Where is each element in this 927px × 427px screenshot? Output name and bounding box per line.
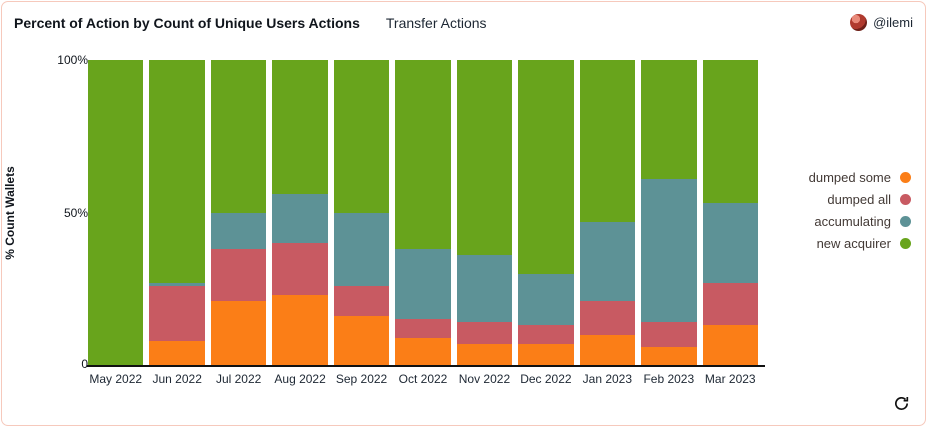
- legend-swatch: [900, 238, 911, 249]
- bar-segment-accumulating[interactable]: [149, 282, 205, 286]
- legend-swatch: [900, 194, 911, 205]
- bar-segment-dumped-all[interactable]: [518, 325, 574, 344]
- refresh-icon: [893, 395, 910, 415]
- bar-may-2022[interactable]: [88, 60, 144, 365]
- legend-item-dumped-some[interactable]: dumped some: [809, 170, 911, 185]
- bar-segment-dumped-some[interactable]: [456, 343, 513, 365]
- legend-label: dumped some: [808, 170, 891, 185]
- legend-swatch: [900, 216, 911, 227]
- bar-segment-new-acquirer[interactable]: [579, 60, 636, 222]
- bar-segment-new-acquirer[interactable]: [88, 60, 144, 365]
- y-tick-100: 100%: [57, 53, 88, 67]
- bar-segment-new-acquirer[interactable]: [518, 60, 574, 274]
- refresh-button[interactable]: [891, 395, 911, 415]
- x-tick-label: May 2022: [89, 372, 143, 386]
- chart-header: Percent of Action by Count of Unique Use…: [14, 14, 913, 31]
- bar-segment-dumped-some[interactable]: [641, 346, 697, 365]
- x-axis-line: [87, 365, 765, 367]
- bar-segment-dumped-all[interactable]: [456, 322, 513, 344]
- author-handle[interactable]: @ilemi: [873, 15, 913, 30]
- bars-area: [88, 60, 758, 365]
- bar-segment-accumulating[interactable]: [641, 178, 697, 323]
- bar-dec-2022[interactable]: [518, 60, 574, 365]
- bar-jun-2022[interactable]: [149, 60, 205, 365]
- bar-segment-accumulating[interactable]: [456, 255, 513, 323]
- avatar[interactable]: [850, 14, 868, 31]
- bar-segment-new-acquirer[interactable]: [641, 60, 697, 179]
- bar-segment-accumulating[interactable]: [333, 212, 390, 286]
- bar-segment-dumped-all[interactable]: [702, 282, 758, 326]
- legend-item-accumulating[interactable]: accumulating: [809, 214, 911, 229]
- chart-subtitle: Transfer Actions: [385, 14, 487, 31]
- bar-segment-accumulating[interactable]: [210, 212, 267, 250]
- x-tick-label: Jul 2022: [215, 372, 262, 386]
- x-tick-label: Jun 2022: [152, 372, 202, 386]
- bar-segment-dumped-some[interactable]: [149, 340, 205, 365]
- legend-swatch: [900, 172, 911, 183]
- bar-segment-accumulating[interactable]: [702, 203, 758, 283]
- bar-segment-new-acquirer[interactable]: [272, 60, 328, 195]
- bar-segment-accumulating[interactable]: [518, 273, 574, 326]
- bar-oct-2022[interactable]: [395, 60, 451, 365]
- bar-segment-dumped-all[interactable]: [333, 285, 390, 317]
- bar-segment-dumped-some[interactable]: [210, 300, 267, 365]
- bar-segment-dumped-some[interactable]: [333, 316, 390, 365]
- bar-segment-new-acquirer[interactable]: [456, 60, 513, 256]
- x-tick-label: Sep 2022: [335, 372, 388, 386]
- bar-segment-new-acquirer[interactable]: [210, 60, 267, 213]
- x-tick-label: Oct 2022: [398, 372, 448, 386]
- x-tick-label: Feb 2023: [643, 372, 695, 386]
- bar-segment-new-acquirer[interactable]: [395, 60, 451, 250]
- bar-segment-dumped-some[interactable]: [395, 337, 451, 365]
- x-tick-label: Aug 2022: [274, 372, 326, 386]
- x-tick-label: Dec 2022: [520, 372, 572, 386]
- bar-segment-dumped-some[interactable]: [518, 343, 574, 365]
- bar-segment-dumped-all[interactable]: [210, 249, 267, 301]
- bar-aug-2022[interactable]: [272, 60, 328, 365]
- bar-jan-2023[interactable]: [579, 60, 636, 365]
- author-profile[interactable]: @ilemi: [850, 14, 913, 31]
- bar-segment-new-acquirer[interactable]: [333, 60, 390, 213]
- bar-segment-accumulating[interactable]: [395, 249, 451, 320]
- bar-segment-accumulating[interactable]: [272, 194, 328, 244]
- bar-segment-dumped-all[interactable]: [395, 319, 451, 338]
- y-axis-title: % Count Wallets: [3, 166, 17, 260]
- bar-segment-dumped-some[interactable]: [272, 294, 328, 365]
- bar-feb-2023[interactable]: [641, 60, 697, 365]
- bar-segment-accumulating[interactable]: [579, 221, 636, 301]
- legend-label: new acquirer: [816, 236, 891, 251]
- bar-segment-dumped-all[interactable]: [149, 285, 205, 341]
- legend-item-dumped-all[interactable]: dumped all: [809, 192, 911, 207]
- bar-segment-dumped-all[interactable]: [272, 243, 328, 295]
- bar-segment-dumped-all[interactable]: [579, 300, 636, 335]
- y-tick-0: 0: [81, 357, 88, 371]
- legend-label: accumulating: [814, 214, 891, 229]
- bar-segment-dumped-some[interactable]: [702, 325, 758, 365]
- legend-label: dumped all: [827, 192, 891, 207]
- x-tick-label: Mar 2023: [704, 372, 756, 386]
- bar-segment-dumped-some[interactable]: [579, 334, 636, 365]
- bar-mar-2023[interactable]: [702, 60, 758, 365]
- bar-segment-new-acquirer[interactable]: [702, 60, 758, 204]
- bar-segment-new-acquirer[interactable]: [149, 60, 205, 283]
- bar-segment-dumped-all[interactable]: [641, 322, 697, 347]
- bar-jul-2022[interactable]: [210, 60, 267, 365]
- page-title: Percent of Action by Count of Unique Use…: [14, 14, 360, 31]
- bar-nov-2022[interactable]: [456, 60, 513, 365]
- legend-item-new-acquirer[interactable]: new acquirer: [809, 236, 911, 251]
- bar-sep-2022[interactable]: [333, 60, 390, 365]
- x-tick-label: Nov 2022: [458, 372, 511, 386]
- x-ticks: May 2022 Jun 2022 Jul 2022 Aug 2022 Sep 2022…: [88, 372, 758, 386]
- x-tick-label: Jan 2023: [582, 372, 633, 386]
- y-tick-50: 50%: [63, 206, 88, 220]
- legend: dumped some dumped all accumulating new acq…: [809, 170, 911, 251]
